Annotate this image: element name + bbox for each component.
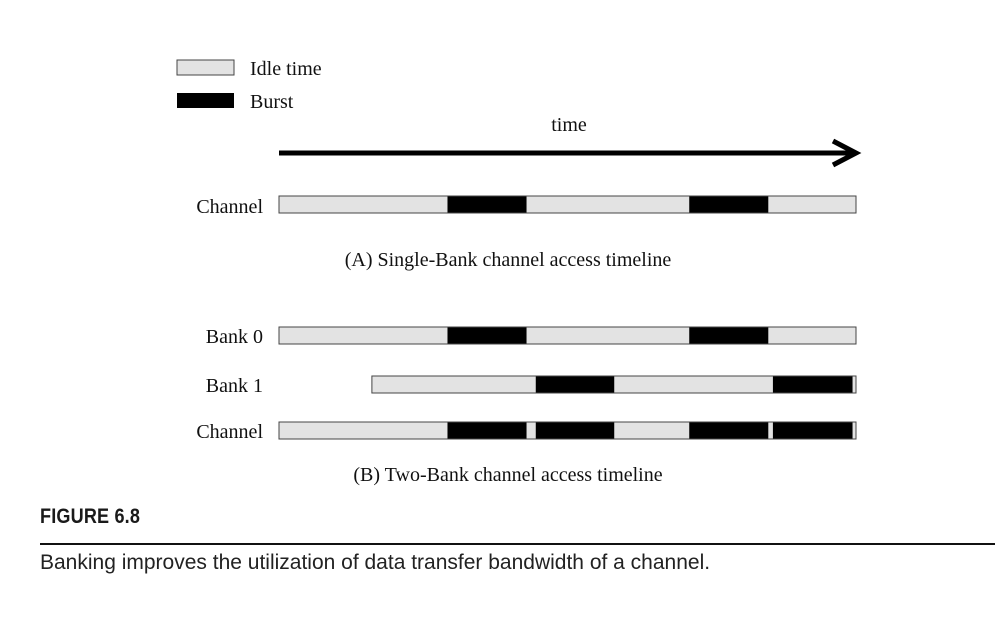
panel-a-channel-burst-1 xyxy=(447,196,527,213)
panel-b-bank0-timeline xyxy=(278,326,857,345)
legend-burst-label: Burst xyxy=(250,91,294,113)
time-axis-label: time xyxy=(551,114,587,136)
figure-divider xyxy=(40,543,995,545)
figure-caption: Banking improves the utilization of data… xyxy=(40,551,711,574)
panel-a-title: (A) Single-Bank channel access timeline xyxy=(345,249,672,271)
legend-burst-swatch xyxy=(177,93,234,108)
panel-b-bank1-label: Bank 1 xyxy=(206,375,263,397)
panel-b-channel-outline xyxy=(278,421,857,440)
time-arrow-head xyxy=(831,138,862,168)
panel-a-channel-label: Channel xyxy=(196,196,263,218)
panel-b-bank0-burst-1 xyxy=(447,327,527,344)
figure-label: FIGURE 6.8 xyxy=(40,505,141,528)
panel-b-bank1-burst-1 xyxy=(535,376,615,393)
panel-b-bank0-burst-2 xyxy=(689,327,769,344)
panel-b-channel-burst-4 xyxy=(772,422,853,439)
panel-b-bank1-outline xyxy=(371,375,857,394)
panel-b-bank1-timeline xyxy=(371,375,857,394)
panel-b-bank0-outline xyxy=(278,326,857,345)
panel-b-title: (B) Two-Bank channel access timeline xyxy=(353,464,662,486)
panel-a-channel-timeline xyxy=(278,195,857,214)
panel-b-bank0-idle-bar xyxy=(279,327,856,344)
panel-b-bank0-label: Bank 0 xyxy=(206,326,263,348)
legend-idle-label: Idle time xyxy=(250,58,322,80)
legend-idle-swatch xyxy=(176,59,235,76)
panel-a-channel-burst-2 xyxy=(689,196,769,213)
panel-b-bank1-burst-2 xyxy=(772,376,853,393)
panel-b-channel-burst-3 xyxy=(689,422,769,439)
panel-b-channel-timeline xyxy=(278,421,857,440)
panel-a-channel-outline xyxy=(278,195,857,214)
panel-b-channel-burst-2 xyxy=(535,422,615,439)
panel-a-channel-idle-bar xyxy=(279,196,856,213)
panel-b-channel-label: Channel xyxy=(196,421,263,443)
panel-b-channel-burst-1 xyxy=(447,422,527,439)
banking-timeline-diagram: Idle time Burst time Channel (A) Single-… xyxy=(176,58,862,486)
